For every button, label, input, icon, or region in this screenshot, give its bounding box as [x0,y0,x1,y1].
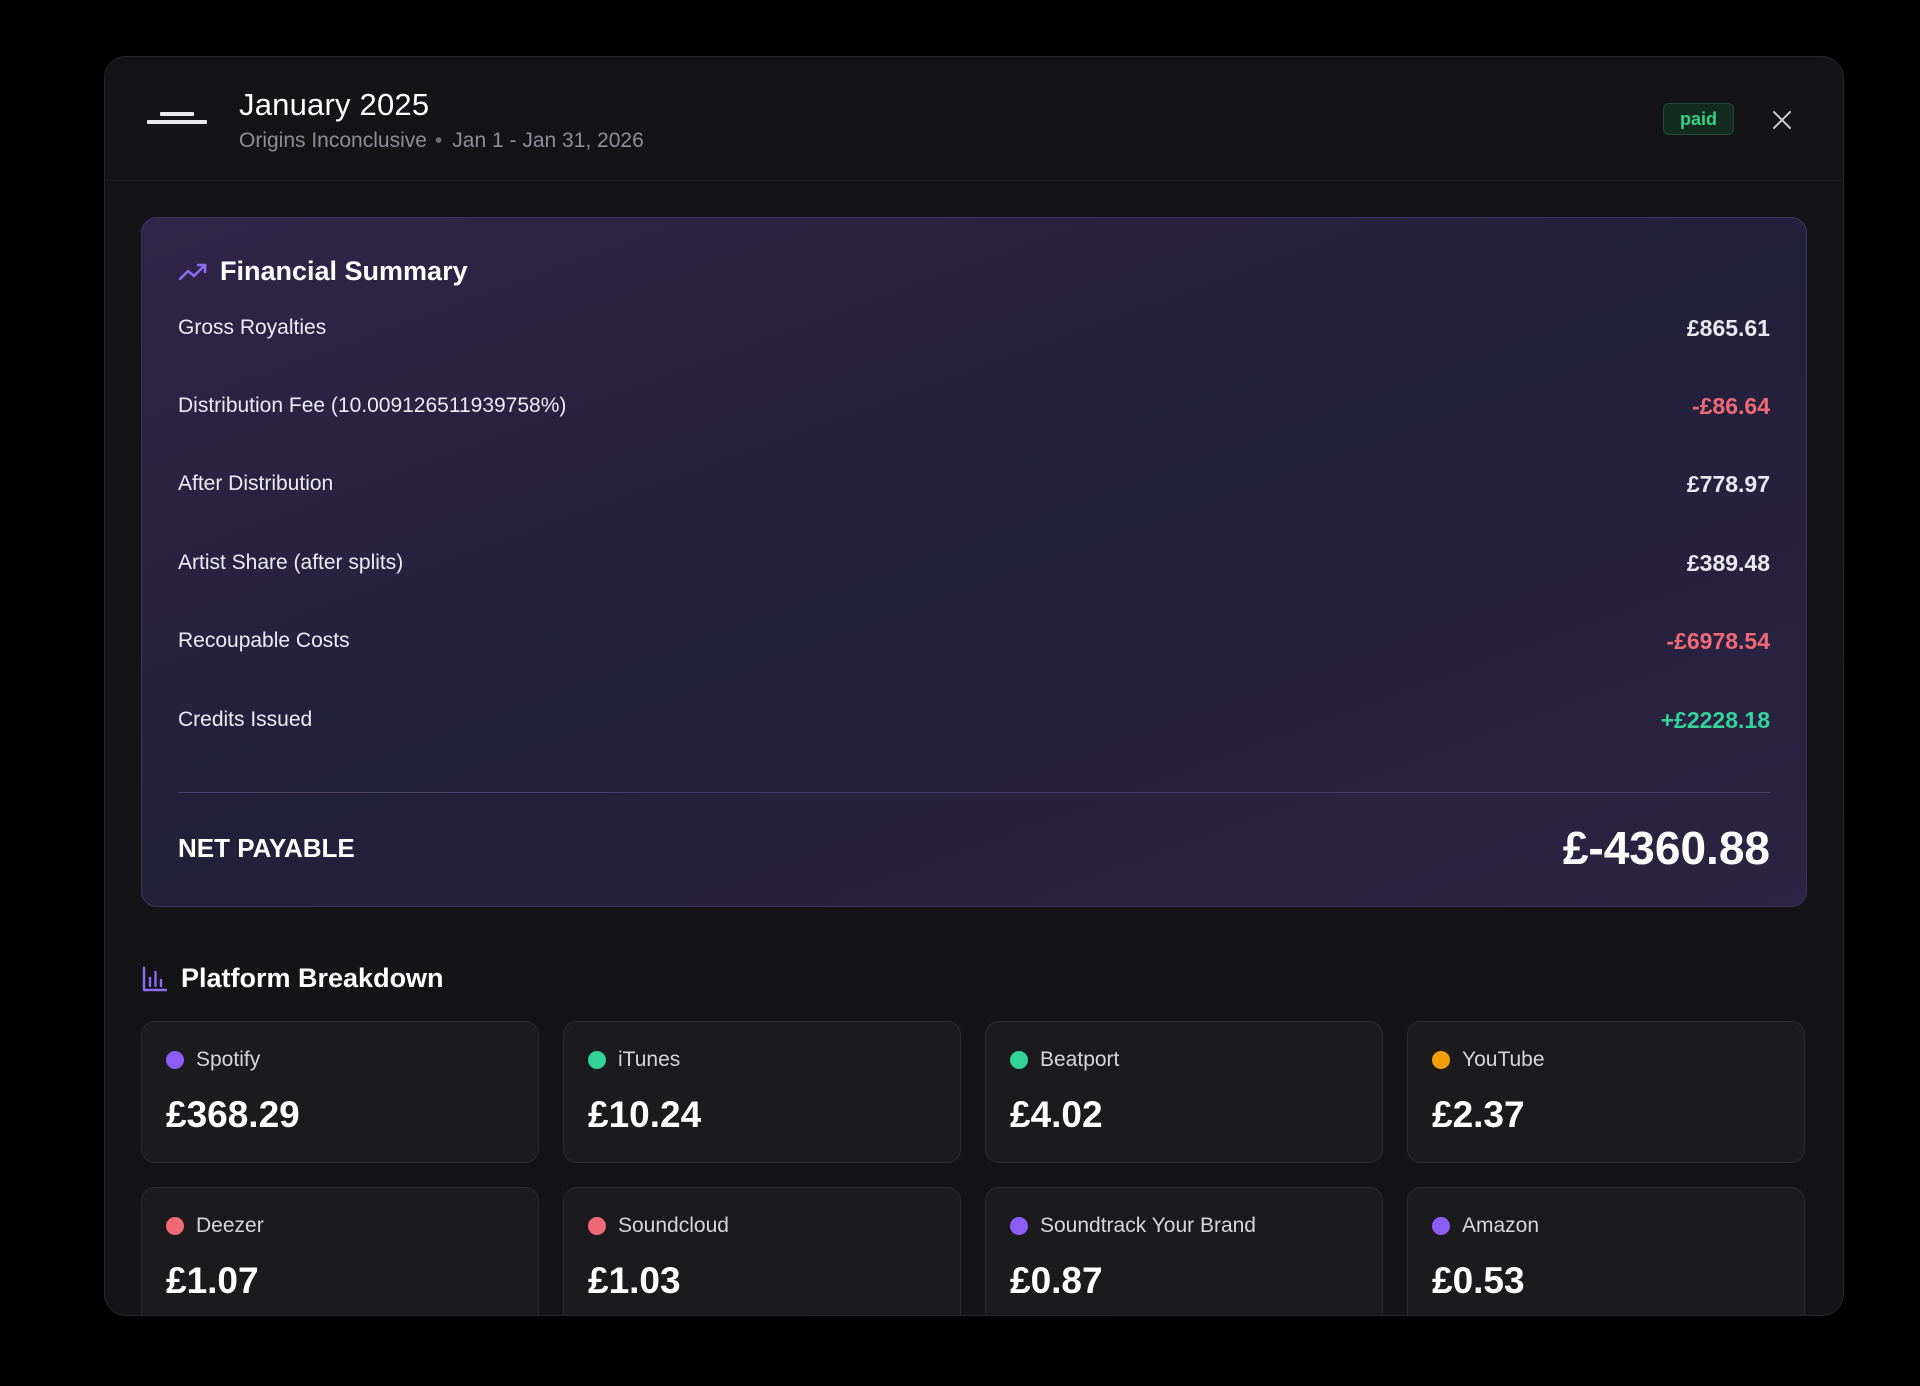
platform-name-row: iTunes [588,1048,680,1072]
summary-row-label: Gross Royalties [178,316,327,339]
artist-logo [145,103,209,133]
summary-row-label: Credits Issued [178,708,313,731]
platform-name-row: Soundcloud [588,1214,729,1238]
platform-name: Spotify [196,1048,261,1071]
platform-name-row: Beatport [1010,1048,1119,1072]
summary-row-distribution-fee: Distribution Fee (10.009126511939758%) -… [178,386,1770,426]
platform-color-dot [1010,1051,1028,1069]
summary-row-credits-issued: Credits Issued +£2228.18 [178,700,1770,740]
trending-up-icon [178,263,207,280]
platform-name: Soundcloud [618,1214,729,1237]
platform-color-dot [1010,1217,1028,1235]
platform-card-youtube: YouTube £2.37 [1407,1021,1805,1163]
platform-color-dot [1432,1217,1450,1235]
platform-card-soundcloud: Soundcloud £1.03 [563,1187,961,1315]
platform-name: Beatport [1040,1048,1120,1071]
platform-card-soundtrack-your-brand: Soundtrack Your Brand £0.87 [985,1187,1383,1315]
statement-subtitle: Origins Inconclusive • Jan 1 - Jan 31, 2… [239,129,644,153]
platform-amount: £0.53 [1432,1260,1525,1301]
summary-row-value: £778.97 [1686,470,1770,497]
close-icon [1773,111,1791,129]
logo-mark-bottom [147,120,207,124]
platform-amount: £368.29 [166,1094,300,1135]
summary-row-label: Recoupable Costs [178,629,350,652]
platform-name-row: Amazon [1432,1214,1539,1238]
platform-amount: £2.37 [1432,1094,1525,1135]
platform-amount: £10.24 [588,1094,702,1135]
platform-breakdown-header: Platform Breakdown [141,963,444,994]
summary-row-artist-share: Artist Share (after splits) £389.48 [178,543,1770,583]
platform-card-amazon: Amazon £0.53 [1407,1187,1805,1315]
status-badge: paid [1663,103,1735,135]
logo-mark-top [160,112,194,116]
platform-name: Deezer [196,1214,264,1237]
summary-row-value: -£6978.54 [1666,627,1770,654]
summary-row-value: £389.48 [1686,549,1770,576]
platform-amount: £4.02 [1010,1094,1103,1135]
platform-name-row: Spotify [166,1048,260,1072]
platform-amount: £0.87 [1010,1260,1103,1301]
platform-amount: £1.03 [588,1260,681,1301]
subtitle-separator: • [434,129,443,152]
statement-period: Jan 1 - Jan 31, 2026 [452,129,644,152]
summary-row-label: After Distribution [178,472,334,495]
platform-name: Amazon [1462,1214,1540,1237]
summary-row-gross-royalties: Gross Royalties £865.61 [178,308,1770,348]
platform-breakdown-title: Platform Breakdown [181,963,444,993]
platform-amount: £1.07 [166,1260,259,1301]
platform-card-itunes: iTunes £10.24 [563,1021,961,1163]
summary-row-value: +£2228.18 [1660,706,1770,733]
net-payable-label: NET PAYABLE [178,832,355,863]
summary-row-label: Artist Share (after splits) [178,551,404,574]
modal-header: January 2025 Origins Inconclusive • Jan … [105,57,1843,181]
financial-summary-title: Financial Summary [220,256,468,286]
platform-card-deezer: Deezer £1.07 [141,1187,539,1315]
platform-name-row: YouTube [1432,1048,1545,1072]
platform-cards-grid: Spotify £368.29 iTunes £10.24 Beatport £… [141,1021,1807,1315]
summary-row-after-distribution: After Distribution £778.97 [178,464,1770,504]
platform-name: YouTube [1462,1048,1545,1071]
platform-name-row: Deezer [166,1214,264,1238]
summary-row-value: -£86.64 [1691,392,1770,419]
summary-row-recoupable-costs: Recoupable Costs -£6978.54 [178,621,1770,661]
summary-row-value: £865.61 [1686,314,1770,341]
close-button[interactable] [1765,103,1799,137]
bar-chart-icon [142,966,167,991]
summary-divider [178,792,1770,793]
platform-color-dot [588,1051,606,1069]
statement-modal: January 2025 Origins Inconclusive • Jan … [104,56,1844,1316]
financial-summary-header: Financial Summary [178,256,468,287]
platform-color-dot [1432,1051,1450,1069]
platform-name: iTunes [618,1048,681,1071]
platform-color-dot [166,1217,184,1235]
net-payable-row: NET PAYABLE £-4360.88 [178,816,1770,880]
financial-summary-card: Financial Summary Gross Royalties £865.6… [141,217,1807,907]
statement-title: January 2025 [239,87,430,122]
platform-color-dot [588,1217,606,1235]
platform-card-spotify: Spotify £368.29 [141,1021,539,1163]
platform-name-row: Soundtrack Your Brand [1010,1214,1256,1238]
platform-card-beatport: Beatport £4.02 [985,1021,1383,1163]
platform-color-dot [166,1051,184,1069]
summary-row-label: Distribution Fee (10.009126511939758%) [178,394,567,417]
net-payable-value: £-4360.88 [1562,822,1770,874]
artist-name: Origins Inconclusive [239,129,427,152]
platform-name: Soundtrack Your Brand [1040,1214,1256,1237]
